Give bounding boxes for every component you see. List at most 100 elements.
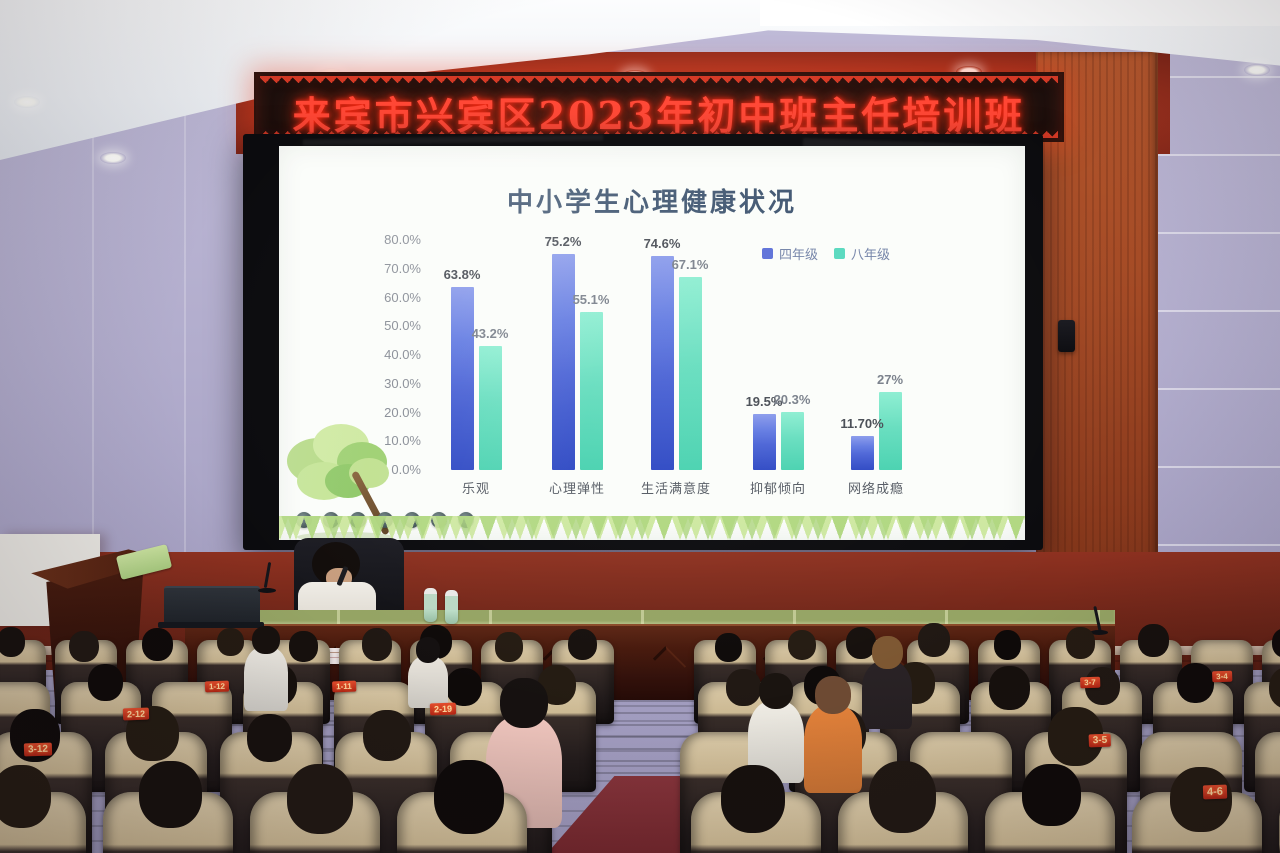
category-label: 心理弹性 [548, 481, 605, 496]
attendee-head [87, 663, 123, 702]
value-label-grade8: 27% [876, 372, 904, 388]
attendee-orange-shirt [804, 705, 862, 794]
attendee-head [1022, 763, 1081, 826]
legend-item: 四年级 [762, 244, 818, 263]
slide: 中小学生心理健康状况 四年级 八年级 80.0% 70.0% 60.0% 50.0% 40… [279, 146, 1025, 540]
legend-swatch [762, 248, 773, 259]
attendee-head [289, 631, 319, 663]
seat-tag: 1-11 [332, 680, 356, 693]
attendee-head [1268, 666, 1280, 710]
attendee-head [0, 626, 26, 657]
value-label-grade8: 55.1% [572, 291, 610, 307]
bar-grade4 [651, 255, 674, 470]
value-label-grade4: 19.5% [745, 393, 783, 409]
y-axis-tick: 10.0% [384, 433, 421, 449]
lectern-paper [115, 544, 173, 580]
grass-decoration [279, 516, 1025, 540]
attendee-head [868, 761, 937, 833]
desk-microphone-base [1090, 630, 1108, 635]
attendee-white-2-head [415, 636, 441, 663]
bar-grade8 [781, 411, 804, 470]
seat-tag: 3-7 [1080, 676, 1100, 689]
category-label: 生活满意度 [640, 481, 711, 496]
water-bottle [424, 588, 437, 622]
value-label-grade4: 11.70% [840, 416, 884, 432]
attendee-head [715, 632, 743, 662]
ceiling-soffit [760, 0, 1280, 26]
bar-grade8 [879, 392, 902, 470]
bar-grade8 [479, 345, 502, 470]
category-label: 网络成瘾 [847, 481, 904, 496]
attendee-head [286, 764, 353, 835]
conference-desk-top [185, 610, 1115, 624]
attendee-head [141, 627, 174, 662]
legend-item: 八年级 [834, 244, 890, 263]
attendee-standing-white-head [252, 625, 280, 655]
y-axis-tick: 20.0% [384, 404, 421, 420]
y-axis-tick: 30.0% [384, 375, 421, 391]
attendee-head [362, 710, 411, 762]
seat-tag: 3-5 [1088, 733, 1112, 748]
attendee-white-reader-head [758, 672, 794, 710]
attendee-standing-white [244, 647, 288, 712]
y-axis-tick: 50.0% [384, 318, 421, 334]
seat-tag: 4-6 [1202, 784, 1228, 800]
seat-tag: 3-12 [23, 742, 53, 757]
attendee-head [495, 632, 524, 662]
seat-tag: 1-12 [204, 680, 230, 693]
attendee-white-2 [408, 656, 448, 709]
led-banner: 来宾市兴宾区2023年初中班主任培训班 [254, 72, 1064, 142]
wall-seam [184, 90, 186, 560]
value-label-grade8: 20.3% [773, 391, 811, 407]
ceiling-light-icon [100, 152, 126, 164]
value-label-grade4: 74.6% [643, 235, 681, 251]
led-screen: 中小学生心理健康状况 四年级 八年级 80.0% 70.0% 60.0% 50.0% 40… [243, 134, 1043, 550]
attendee-brown-hair [862, 661, 912, 730]
attendee-head [246, 714, 293, 763]
attendee-head [567, 629, 598, 661]
attendee-head [1066, 627, 1096, 659]
water-bottle [445, 590, 458, 624]
attendee-head [918, 623, 951, 658]
attendee-head [726, 669, 761, 707]
laptop-base [158, 622, 264, 628]
value-label-grade8: 67.1% [671, 257, 709, 273]
seat-tag: 3-4 [1212, 670, 1232, 683]
desk-microphone-base [258, 588, 276, 593]
bar-grade4 [753, 413, 776, 470]
value-label-grade4: 75.2% [544, 233, 582, 249]
wall-speaker [1058, 320, 1075, 352]
y-axis-tick: 60.0% [384, 289, 421, 305]
banner-triangle-border [260, 76, 1058, 83]
slide-title: 中小学生心理健康状况 [506, 187, 797, 217]
desk-chevron [652, 645, 687, 680]
bar-grade8 [580, 311, 603, 470]
y-axis-tick: 0.0% [391, 462, 421, 477]
category-label: 乐观 [461, 481, 490, 496]
screen-reflection [302, 134, 604, 146]
attendee-head [0, 765, 51, 828]
attendee-head [846, 626, 877, 659]
bar-grade4 [851, 436, 874, 470]
attendee-head [787, 629, 817, 661]
attendee-head [721, 765, 786, 834]
attendee-head [139, 761, 202, 828]
attendee-orange-shirt-head [815, 676, 851, 715]
category-label: 抑郁倾向 [749, 481, 806, 496]
attendee-pink-shirt-head [500, 678, 548, 728]
bar-grade4 [451, 286, 474, 470]
legend-swatch [834, 248, 846, 259]
attendee-head [1176, 663, 1215, 704]
bar-chart: 80.0% 70.0% 60.0% 50.0% 40.0% 30.0% 20.0% 10.0%… [279, 146, 1025, 540]
attendee-head [1138, 624, 1170, 658]
legend-label: 八年级 [851, 247, 891, 262]
attendee-head [434, 759, 504, 834]
attendee-head [361, 628, 393, 661]
chart-legend: 四年级 八年级 [762, 244, 890, 263]
value-label-grade4: 63.8% [443, 266, 481, 282]
attendee-head [993, 630, 1022, 660]
attendee-head [69, 630, 100, 663]
attendee-head [1272, 628, 1280, 659]
bar-grade8 [679, 277, 702, 470]
